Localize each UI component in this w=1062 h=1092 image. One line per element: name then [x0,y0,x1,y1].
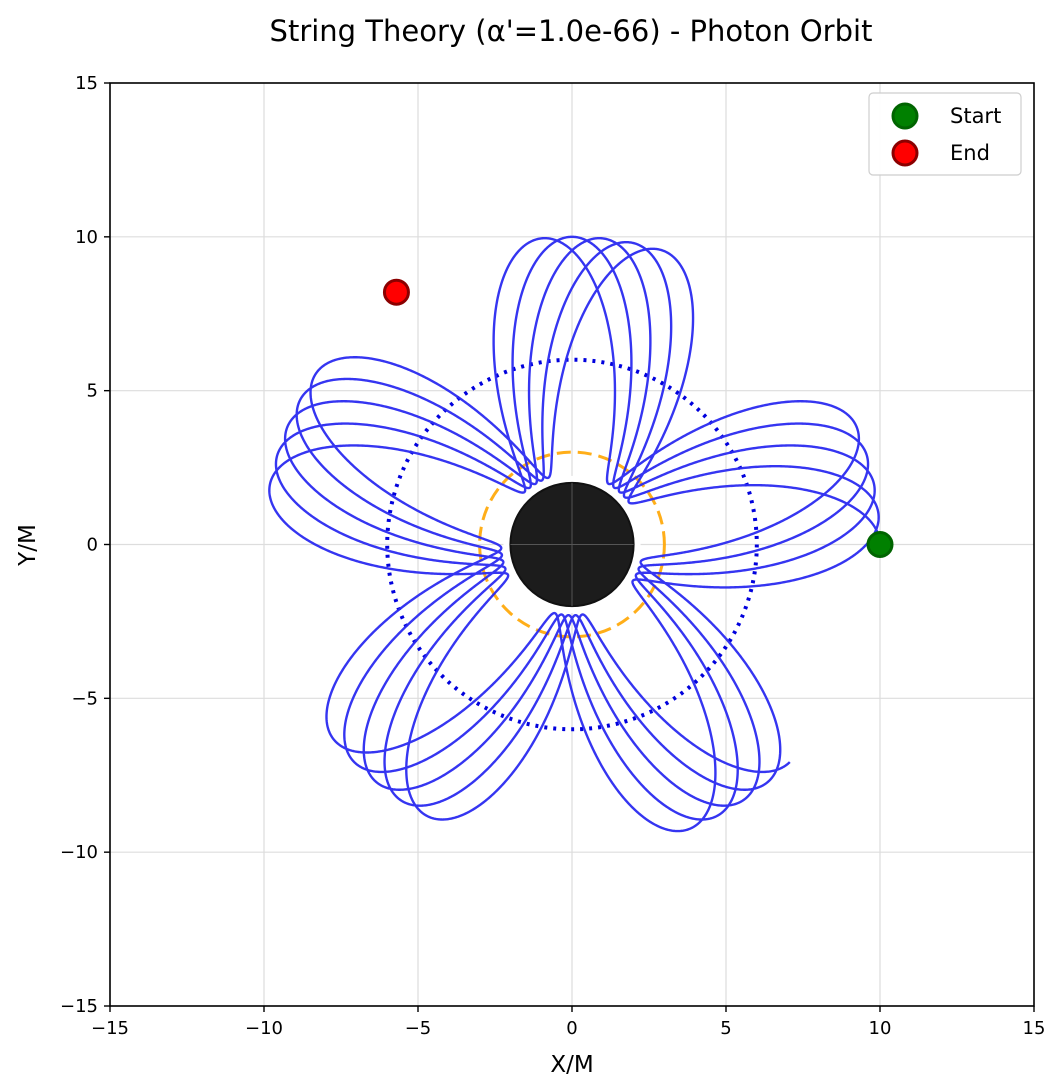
legend-marker-start [891,102,919,130]
legend: Start End [868,92,1022,176]
end-point [382,278,410,306]
x-tick-label: −15 [91,1018,129,1039]
y-tick-label: −10 [60,842,98,863]
isco-ring [478,450,666,639]
start-point [866,531,894,558]
legend-label-start: Start [950,104,1001,128]
y-tick-label: −15 [60,996,98,1017]
x-axis-label: X/M [550,1052,593,1078]
center-crosshair [510,482,634,607]
y-axis-label: Y/M [15,524,41,567]
photon-sphere-ring [385,357,759,732]
x-tick-label: −10 [245,1018,283,1039]
photon-orbit-path [268,235,882,833]
x-tick-label: 0 [566,1018,577,1039]
x-tick-label: 5 [720,1018,731,1039]
x-axis: −15 −10 −5 0 5 10 15 [91,1006,1045,1039]
legend-marker-end [891,139,919,167]
legend-label-end: End [950,141,990,165]
y-tick-label: 0 [87,535,98,556]
data-layer [268,235,894,833]
y-tick-label: −5 [71,688,98,709]
y-axis: −15 −10 −5 0 5 10 15 [60,73,110,1017]
x-tick-label: 10 [869,1018,892,1039]
x-tick-label: 15 [1023,1018,1046,1039]
y-tick-label: 10 [75,227,98,248]
y-tick-label: 5 [87,381,98,402]
y-tick-label: 15 [75,73,98,94]
chart-title: String Theory (α'=1.0e-66) - Photon Orbi… [270,14,873,48]
x-tick-label: −5 [405,1018,432,1039]
